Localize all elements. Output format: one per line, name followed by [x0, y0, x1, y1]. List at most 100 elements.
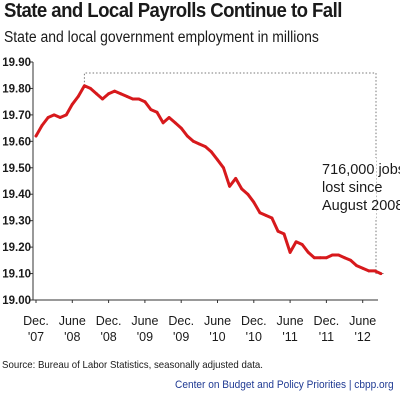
footer-credit: Center on Budget and Policy Priorities |…: [175, 379, 394, 391]
series-line: [34, 84, 383, 276]
data-point: [367, 269, 371, 273]
y-tick-label: 19.30: [2, 216, 31, 228]
grid-and-axis: [30, 61, 378, 303]
data-point: [204, 145, 207, 149]
data-points: [34, 84, 383, 275]
source-note: Source: Bureau of Labor Statistics, seas…: [2, 359, 263, 371]
data-point: [83, 84, 86, 88]
data-point: [222, 166, 225, 170]
x-tick-label-month: June: [204, 314, 231, 328]
data-point: [137, 97, 141, 101]
data-point: [89, 87, 92, 90]
x-tick-label-year: '12: [355, 330, 371, 344]
y-tick-label: 19.20: [2, 242, 31, 254]
data-point: [300, 243, 304, 246]
chart-subtitle: State and local government employment in…: [4, 29, 319, 46]
data-point: [70, 102, 74, 106]
y-tick-label: 19.90: [2, 57, 31, 69]
chart-title: State and Local Payrolls Continue to Fal…: [4, 0, 342, 22]
x-tick-label-year: '11: [319, 330, 334, 344]
data-point: [34, 134, 38, 138]
data-point: [379, 272, 383, 275]
x-tick-label-month: June: [349, 314, 376, 328]
data-point: [95, 92, 98, 96]
x-tick-label-month: Dec.: [241, 314, 267, 328]
data-point: [264, 214, 268, 217]
data-point: [173, 121, 177, 125]
data-point: [258, 211, 262, 215]
x-tick-label-year: '10: [209, 330, 225, 344]
y-tick-label: 19.70: [2, 110, 31, 122]
y-tick-label: 19.10: [2, 269, 31, 281]
annotation-line: lost since: [322, 180, 382, 196]
x-tick-label-month: Dec.: [314, 314, 340, 328]
x-tick-labels: Dec. '07 June '08 Dec. '08 June '09 Dec. '09 June '…: [23, 314, 376, 344]
data-point: [185, 134, 189, 138]
data-point: [252, 200, 256, 204]
x-tick-label-month: Dec.: [96, 314, 122, 328]
data-point: [240, 187, 244, 191]
data-point: [167, 116, 171, 119]
data-point: [343, 256, 346, 260]
data-point: [101, 97, 104, 101]
annotation-background: [318, 158, 376, 218]
data-point: [361, 266, 365, 270]
x-tick-label-year: '08: [64, 330, 80, 344]
y-tick-label: 19.50: [2, 163, 31, 175]
data-point: [228, 184, 232, 188]
x-tick-label-month: June: [277, 314, 304, 328]
y-tick-label: 19.60: [2, 136, 31, 148]
data-point: [40, 124, 44, 127]
data-point: [276, 229, 280, 233]
data-point: [143, 100, 147, 104]
data-point: [337, 253, 340, 257]
x-tick-label-year: '08: [100, 330, 116, 344]
data-point: [113, 89, 116, 93]
x-tick-label-year: '09: [173, 330, 189, 344]
data-point: [288, 251, 292, 254]
x-tick-label-year: '07: [28, 330, 44, 344]
data-point: [161, 121, 165, 125]
annotation-line: August 2008: [322, 198, 400, 214]
y-tick-label: 19.40: [2, 189, 31, 201]
y-tick-label: 19.00: [2, 295, 31, 307]
data-point: [306, 251, 310, 254]
data-point: [312, 256, 316, 260]
data-point: [64, 113, 68, 117]
data-point: [373, 269, 377, 273]
data-point: [349, 258, 352, 262]
x-tick-label-year: '10: [246, 330, 262, 344]
data-point: [282, 232, 286, 236]
data-point: [191, 139, 195, 143]
data-point: [131, 97, 135, 101]
data-point: [234, 177, 238, 180]
x-tick-label-month: June: [131, 314, 158, 328]
data-point: [270, 216, 274, 220]
y-tick-labels: 19.00 19.10 19.20 19.30 19.40 19.50 19.60 19.70…: [2, 57, 31, 307]
data-point: [52, 113, 56, 117]
data-point: [46, 116, 50, 119]
y-tick-label: 19.80: [2, 83, 31, 95]
data-point: [216, 158, 219, 162]
data-point: [331, 253, 334, 257]
data-point: [318, 256, 322, 260]
data-point: [355, 264, 358, 267]
data-point: [58, 116, 62, 119]
x-tick-label-year: '11: [282, 330, 297, 344]
data-point: [155, 110, 159, 114]
annotation-line: 716,000 jobs: [322, 162, 400, 178]
data-point: [76, 95, 80, 98]
x-tick-label-month: Dec.: [23, 314, 49, 328]
data-point: [197, 142, 201, 146]
data-point: [125, 95, 129, 98]
data-point: [294, 240, 298, 244]
x-tick-label-year: '09: [137, 330, 153, 344]
x-tick-label-month: Dec.: [168, 314, 194, 328]
data-point: [119, 92, 123, 96]
data-point: [210, 150, 213, 154]
data-point: [179, 126, 183, 130]
data-point: [149, 108, 153, 111]
data-point: [107, 92, 110, 96]
data-point: [325, 256, 328, 260]
